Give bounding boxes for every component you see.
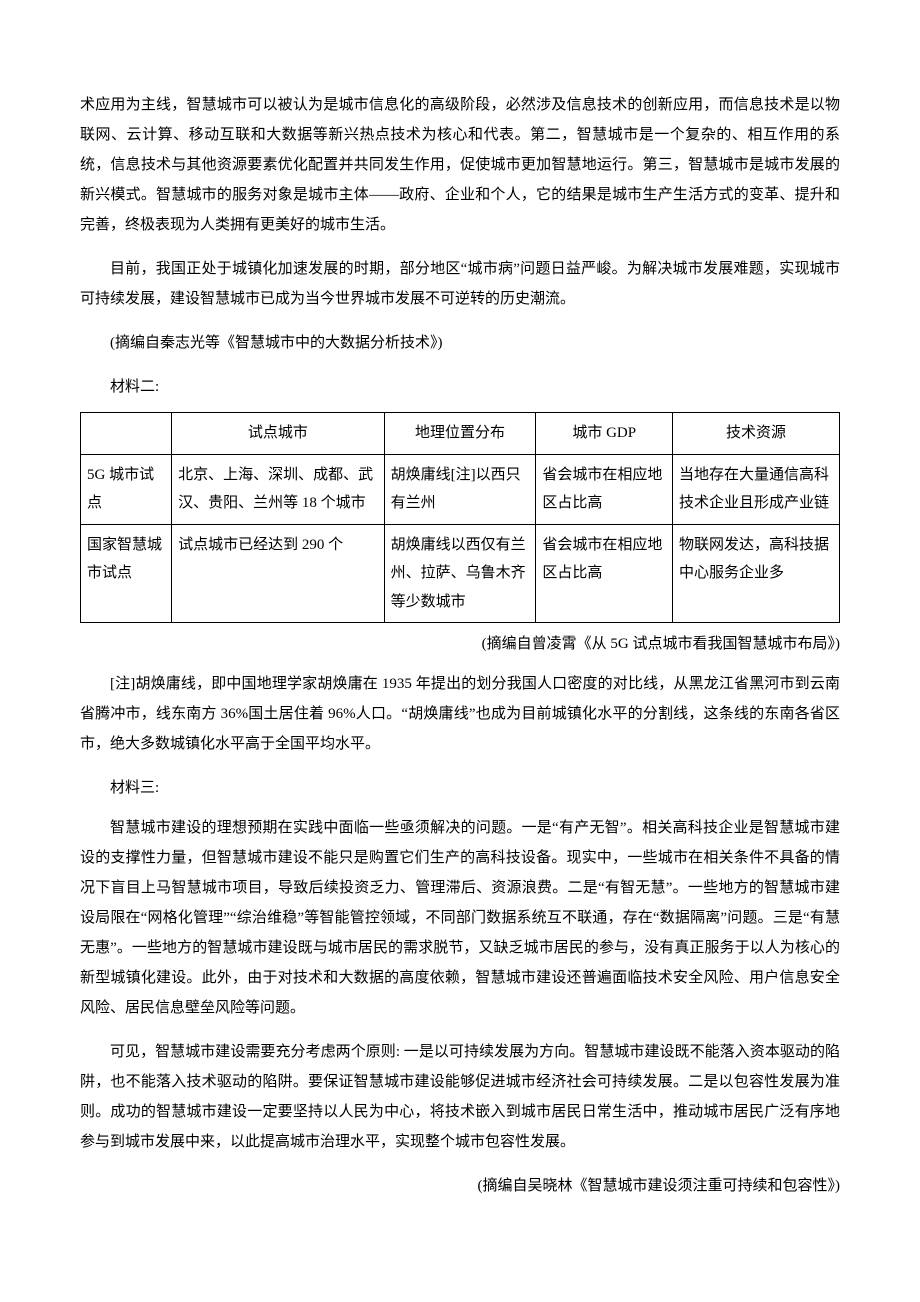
table-cell: 物联网发达，高科技据中心服务企业多 bbox=[673, 524, 840, 623]
table-cell: 省会城市在相应地区占比高 bbox=[536, 454, 673, 524]
table-cell: 省会城市在相应地区占比高 bbox=[536, 524, 673, 623]
table-cell: 5G 城市试点 bbox=[81, 454, 172, 524]
table-row: 5G 城市试点 北京、上海、深圳、成都、武汉、贵阳、兰州等 18 个城市 胡焕庸… bbox=[81, 454, 840, 524]
paragraph-1: 术应用为主线，智慧城市可以被认为是城市信息化的高级阶段，必然涉及信息技术的创新应… bbox=[80, 90, 840, 240]
table-cell: 胡焕庸线以西仅有兰州、拉萨、乌鲁木齐等少数城市 bbox=[384, 524, 536, 623]
table-header-row: 试点城市 地理位置分布 城市 GDP 技术资源 bbox=[81, 413, 840, 455]
paragraph-4: 可见，智慧城市建设需要充分考虑两个原则: 一是以可持续发展为方向。智慧城市建设既… bbox=[80, 1037, 840, 1157]
paragraph-3: 智慧城市建设的理想预期在实践中面临一些亟须解决的问题。一是“有产无智”。相关高科… bbox=[80, 813, 840, 1023]
table-cell: 北京、上海、深圳、成都、武汉、贵阳、兰州等 18 个城市 bbox=[172, 454, 385, 524]
table-header-cell: 技术资源 bbox=[673, 413, 840, 455]
table-header-cell: 试点城市 bbox=[172, 413, 385, 455]
paragraph-2: 目前，我国正处于城镇化加速发展的时期，部分地区“城市病”问题日益严峻。为解决城市… bbox=[80, 254, 840, 314]
material-3-label: 材料三: bbox=[80, 773, 840, 803]
table-row: 国家智慧城市试点 试点城市已经达到 290 个 胡焕庸线以西仅有兰州、拉萨、乌鲁… bbox=[81, 524, 840, 623]
source-citation-1: (摘编自秦志光等《智慧城市中的大数据分析技术》) bbox=[80, 328, 840, 358]
source-citation-2: (摘编自曾凌霄《从 5G 试点城市看我国智慧城市布局》) bbox=[80, 629, 840, 659]
table-cell: 胡焕庸线[注]以西只有兰州 bbox=[384, 454, 536, 524]
footnote: [注]胡焕庸线，即中国地理学家胡焕庸在 1935 年提出的划分我国人口密度的对比… bbox=[80, 669, 840, 759]
pilot-city-table: 试点城市 地理位置分布 城市 GDP 技术资源 5G 城市试点 北京、上海、深圳… bbox=[80, 412, 840, 623]
table-cell: 国家智慧城市试点 bbox=[81, 524, 172, 623]
table-header-cell: 城市 GDP bbox=[536, 413, 673, 455]
source-citation-3: (摘编自吴晓林《智慧城市建设须注重可持续和包容性》) bbox=[80, 1171, 840, 1201]
table-header-cell bbox=[81, 413, 172, 455]
material-2-label: 材料二: bbox=[80, 372, 840, 402]
table-header-cell: 地理位置分布 bbox=[384, 413, 536, 455]
table-cell: 试点城市已经达到 290 个 bbox=[172, 524, 385, 623]
table-cell: 当地存在大量通信高科技术企业且形成产业链 bbox=[673, 454, 840, 524]
